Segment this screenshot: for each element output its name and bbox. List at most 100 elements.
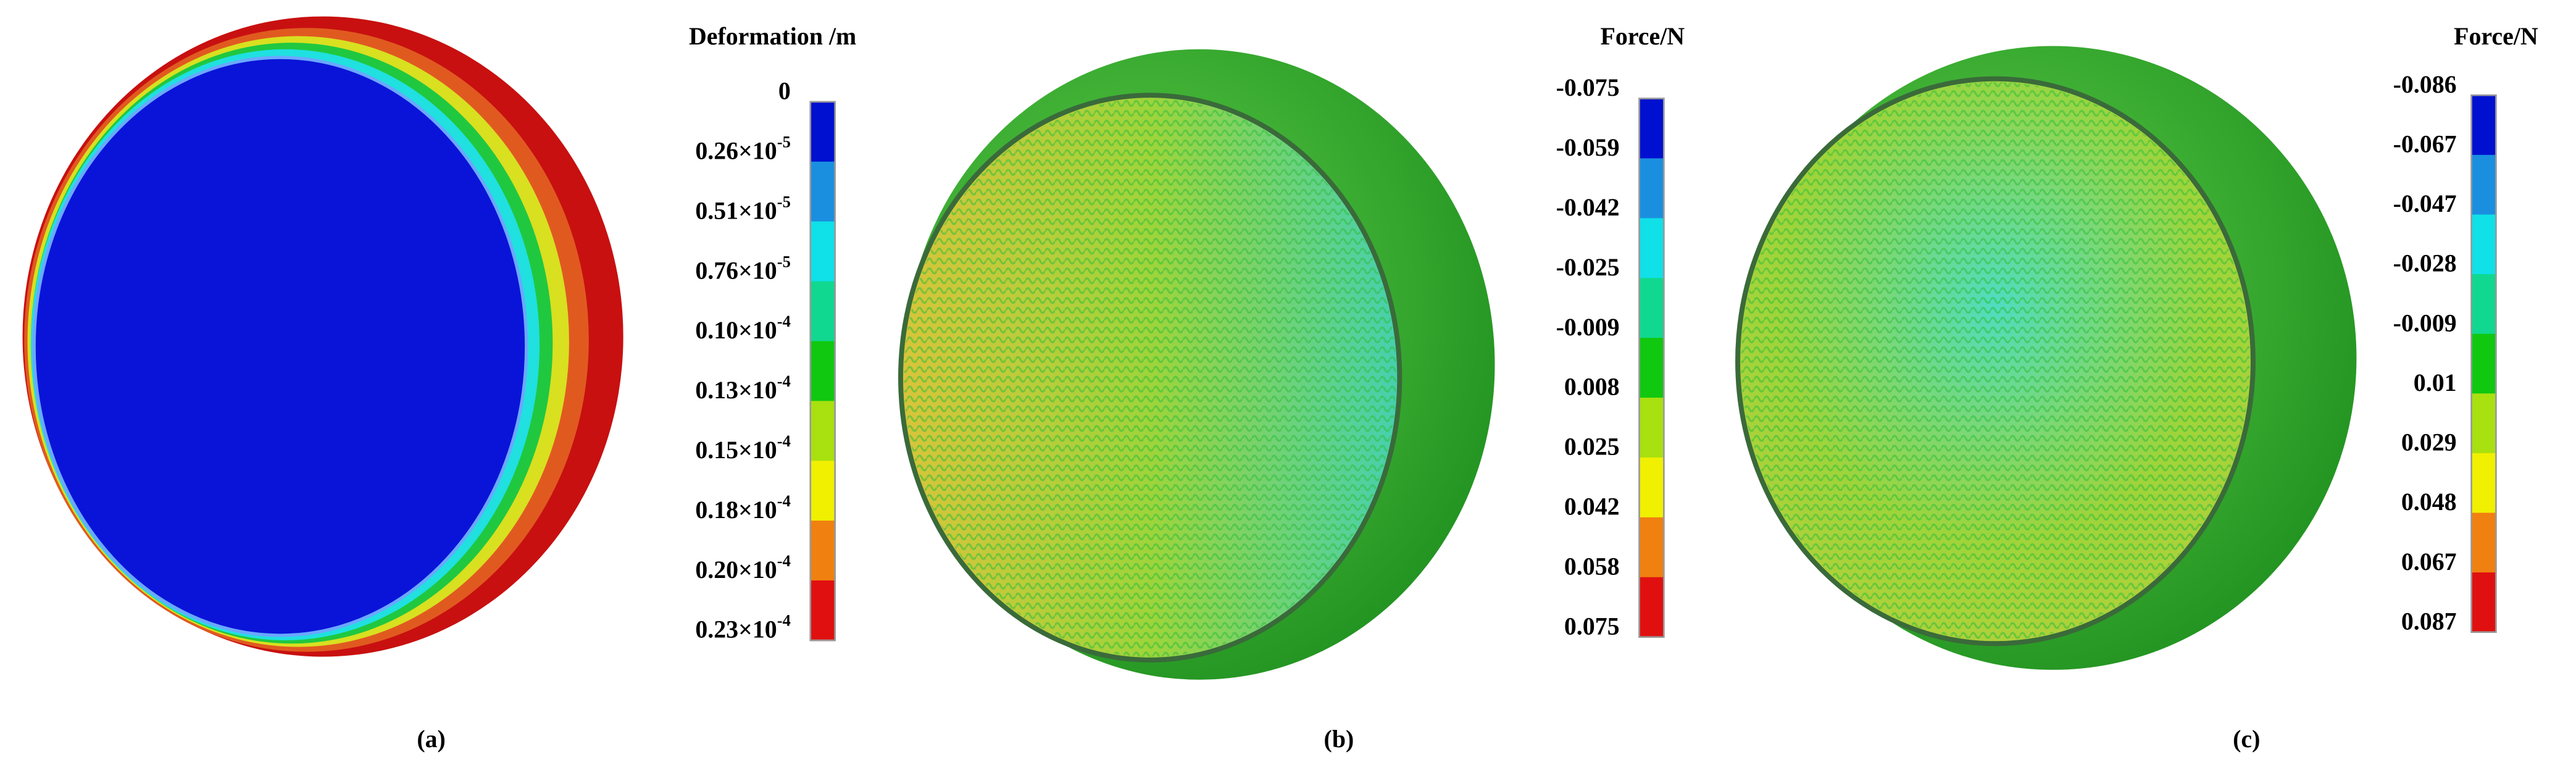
legend-swatch bbox=[810, 221, 835, 282]
caption: (c) bbox=[2233, 725, 2260, 753]
label-text: -0.047 bbox=[2393, 190, 2457, 217]
label-exponent: -5 bbox=[777, 252, 791, 270]
legend-label: 0 bbox=[778, 77, 791, 105]
legend-title: Deformation /m bbox=[689, 22, 856, 50]
label-text: 0.15×10 bbox=[695, 436, 777, 464]
legend-label: 0.23×10-4 bbox=[695, 611, 791, 643]
label-exponent: -4 bbox=[777, 611, 791, 630]
label-text: -0.075 bbox=[1556, 73, 1620, 101]
legend-swatch bbox=[2471, 513, 2496, 574]
legend-swatch bbox=[1639, 98, 1664, 159]
label-exponent: -5 bbox=[777, 133, 791, 151]
legend-label: 0.008 bbox=[1564, 373, 1620, 401]
label-exponent: -5 bbox=[777, 192, 791, 211]
legend-label: -0.009 bbox=[1556, 313, 1620, 341]
legend-swatch bbox=[1639, 517, 1664, 579]
legend-label: 0.048 bbox=[2401, 488, 2457, 516]
legend-swatch bbox=[810, 281, 835, 342]
label-exponent: -4 bbox=[777, 551, 791, 570]
legend-label: 0.01 bbox=[2414, 369, 2457, 396]
legend-label: -0.009 bbox=[2393, 309, 2457, 337]
label-text: 0.51×10 bbox=[695, 197, 777, 225]
legend-label: 0.13×10-4 bbox=[695, 372, 791, 404]
label-text: 0.01 bbox=[2414, 369, 2457, 396]
legend-label: 0.76×10-5 bbox=[695, 252, 791, 284]
label-text: -0.009 bbox=[2393, 309, 2457, 337]
label-text: 0.10×10 bbox=[695, 316, 777, 344]
force-plot bbox=[898, 49, 1495, 680]
label-text: -0.009 bbox=[1556, 313, 1620, 341]
label-text: 0.13×10 bbox=[695, 376, 777, 404]
force-plot bbox=[1735, 46, 2357, 670]
legend-label: 0.26×10-5 bbox=[695, 133, 791, 165]
label-text: 0.029 bbox=[2401, 429, 2457, 456]
legend-swatch bbox=[2471, 154, 2496, 216]
legend-swatch bbox=[810, 101, 835, 163]
label-text: 0.26×10 bbox=[695, 137, 777, 165]
legend-label: 0.15×10-4 bbox=[695, 432, 791, 464]
legend-label: -0.025 bbox=[1556, 253, 1620, 281]
legend-label: 0.067 bbox=[2401, 548, 2457, 575]
legend-swatch bbox=[1639, 398, 1664, 459]
legend-label: 0.087 bbox=[2401, 608, 2457, 635]
label-text: -0.067 bbox=[2393, 130, 2457, 158]
legend-label: 0.042 bbox=[1564, 493, 1620, 521]
label-text: 0.067 bbox=[2401, 548, 2457, 575]
legend-label: 0.058 bbox=[1564, 553, 1620, 580]
legend-swatch bbox=[1639, 158, 1664, 219]
legend-label: 0.51×10-5 bbox=[695, 192, 791, 224]
legend-swatch bbox=[810, 461, 835, 522]
label-text: 0.075 bbox=[1564, 612, 1620, 640]
legend-label: 0.20×10-4 bbox=[695, 551, 791, 584]
label-text: 0.042 bbox=[1564, 493, 1620, 521]
legend-swatch bbox=[810, 401, 835, 462]
legend-label: 0.10×10-4 bbox=[695, 312, 791, 344]
legend-frame bbox=[1638, 98, 1665, 638]
caption: (a) bbox=[417, 725, 446, 753]
legend: Force/N -0.075 -0.059 -0.042 -0.025 -0.009 0.0… bbox=[1556, 22, 1685, 640]
label-text: 0.087 bbox=[2401, 608, 2457, 635]
label-text: 0.20×10 bbox=[695, 556, 777, 584]
legend-swatch bbox=[810, 161, 835, 222]
legend-title: Force/N bbox=[2454, 22, 2538, 50]
legend-frame bbox=[2470, 94, 2497, 633]
legend-swatch bbox=[2471, 393, 2496, 454]
legend-frame bbox=[809, 101, 836, 642]
legend-swatch bbox=[810, 341, 835, 402]
deformation-plot bbox=[22, 16, 623, 657]
legend-label: -0.042 bbox=[1556, 193, 1620, 221]
label-text: 0.025 bbox=[1564, 433, 1620, 461]
legend-swatch bbox=[810, 521, 835, 582]
label-text: -0.042 bbox=[1556, 193, 1620, 221]
legend-label: -0.067 bbox=[2393, 130, 2457, 158]
label-exponent: -4 bbox=[777, 372, 791, 390]
label-exponent: -4 bbox=[777, 312, 791, 330]
legend-swatch bbox=[2471, 95, 2496, 156]
legend-label: 0.18×10-4 bbox=[695, 492, 791, 524]
label-exponent: -4 bbox=[777, 492, 791, 510]
legend-label: -0.075 bbox=[1556, 73, 1620, 101]
label-text: 0.008 bbox=[1564, 373, 1620, 401]
label-text: 0 bbox=[778, 77, 791, 105]
legend: Deformation /m00.26×10-50.51×10-50.76×10… bbox=[689, 22, 856, 643]
label-text: 0.76×10 bbox=[695, 256, 777, 284]
legend-label: -0.059 bbox=[1556, 133, 1620, 161]
label-text: 0.048 bbox=[2401, 488, 2457, 516]
legend-title: Force/N bbox=[1601, 22, 1685, 50]
label-text: -0.028 bbox=[2393, 249, 2457, 277]
label-text: 0.23×10 bbox=[695, 616, 777, 643]
label-text: 0.18×10 bbox=[695, 496, 777, 524]
label-exponent: -4 bbox=[777, 432, 791, 450]
legend-swatch bbox=[2471, 333, 2496, 395]
legend-swatch bbox=[1639, 457, 1664, 519]
legend-swatch bbox=[1639, 577, 1664, 638]
legend-swatch bbox=[1639, 218, 1664, 279]
label-text: -0.059 bbox=[1556, 133, 1620, 161]
legend-swatch bbox=[2471, 214, 2496, 275]
legend-label: 0.075 bbox=[1564, 612, 1620, 640]
legend-swatch bbox=[2471, 453, 2496, 514]
legend-label: 0.025 bbox=[1564, 433, 1620, 461]
label-text: -0.025 bbox=[1556, 253, 1620, 281]
